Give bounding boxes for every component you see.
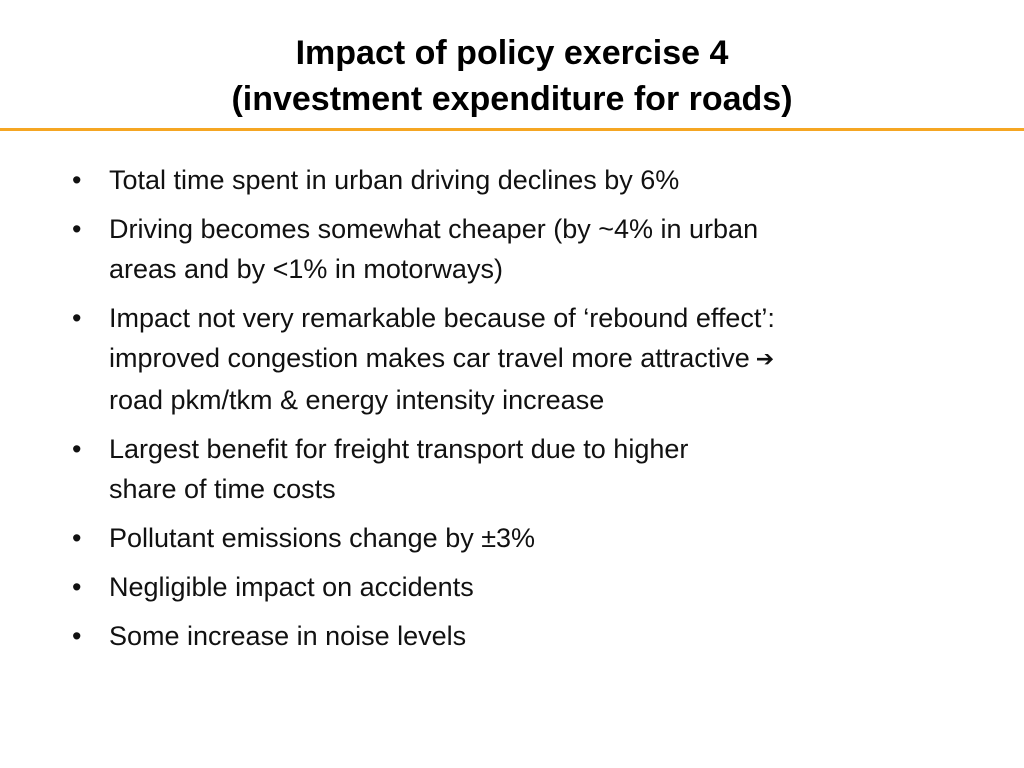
bullet-text: Some increase in noise levels [109,621,467,651]
title-line-1: Impact of policy exercise 4 [295,34,729,72]
bullet-text: areas and by <1% in motorways) [109,254,503,284]
bullet-list: • Total time spent in urban driving decl… [72,160,972,665]
bullet-item: • Driving becomes somewhat cheaper (by ~… [72,209,972,289]
right-arrow-icon: ➔ [755,347,775,372]
bullet-marker: • [72,214,82,244]
bullet-text: Impact not very remarkable because of ‘r… [109,303,775,333]
bullet-text: Pollutant emissions change by ±3% [109,523,536,553]
bullet-text: Largest benefit for freight transport du… [109,434,689,464]
bullet-item: • Some increase in noise levels [72,616,972,656]
bullet-item: • Largest benefit for freight transport … [72,429,972,509]
bullet-text: Negligible impact on accidents [109,572,474,602]
bullet-marker: • [72,523,82,553]
bullet-text: improved congestion makes car travel mor… [109,343,750,373]
slide-title: Impact of policy exercise 4 (investment … [0,30,1024,122]
bullet-text: Driving becomes somewhat cheaper (by ~4%… [109,214,759,244]
title-divider [0,128,1024,131]
bullet-marker: • [72,572,82,602]
bullet-text: Total time spent in urban driving declin… [109,165,680,195]
bullet-item: • Negligible impact on accidents [72,567,972,607]
title-line-2: (investment expenditure for roads) [231,80,793,118]
bullet-text: road pkm/tkm & energy intensity increase [109,385,605,415]
bullet-marker: • [72,303,82,333]
bullet-text-with-arrow: improved congestion makes car travel mor… [109,338,972,380]
bullet-marker: • [72,165,82,195]
bullet-text: share of time costs [109,474,336,504]
bullet-item: • Total time spent in urban driving decl… [72,160,972,200]
bullet-item: • Impact not very remarkable because of … [72,298,972,420]
bullet-marker: • [72,621,82,651]
bullet-item: • Pollutant emissions change by ±3% [72,518,972,558]
bullet-marker: • [72,434,82,464]
